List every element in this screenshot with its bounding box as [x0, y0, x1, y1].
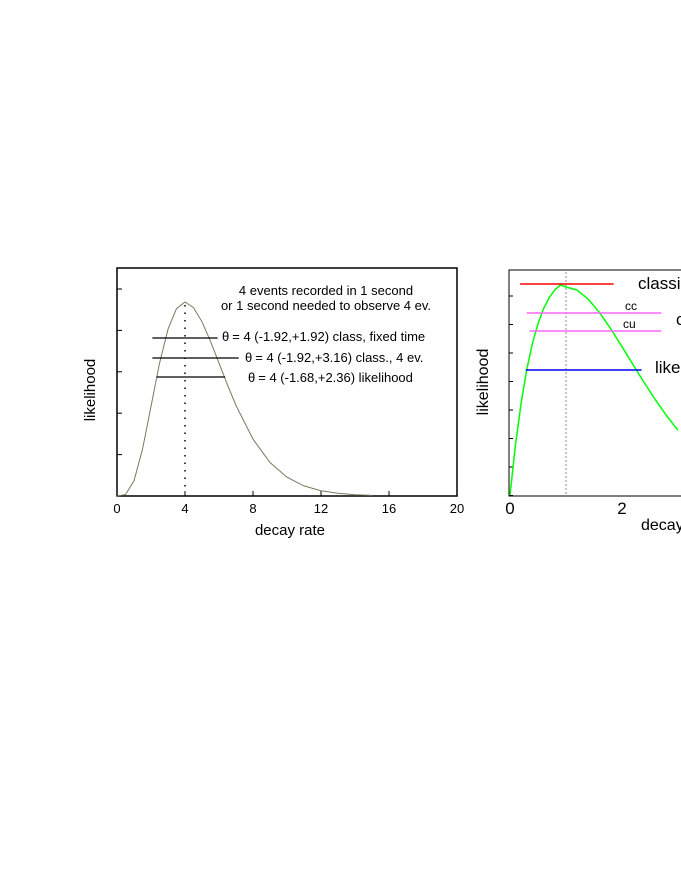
right-label-c: c	[676, 310, 681, 329]
left-x-tick-label: 0	[113, 501, 120, 516]
right-x-axis-label: decay	[641, 517, 681, 534]
right-label-like: like	[655, 358, 681, 377]
left-interval-label-2: θ = 4 (-1.92,+3.16) class., 4 ev.	[245, 350, 423, 365]
left-chart: 0 4 8 12 16 20 4 events recorded in 1 second …	[82, 267, 464, 539]
left-x-tick-labels: 0 4 8 12 16 20	[113, 491, 464, 516]
right-chart: classi cc cu c like 0 2 decay likelihood	[475, 269, 681, 534]
right-x-tick-2: 2	[617, 499, 626, 518]
left-x-tick-label: 20	[450, 501, 464, 516]
left-y-axis-label: likelihood	[82, 359, 99, 422]
left-annotation-1: 4 events recorded in 1 second	[239, 283, 413, 298]
left-y-ticks	[117, 288, 122, 456]
left-x-axis-label: decay rate	[255, 522, 325, 539]
right-label-cc: cc	[625, 299, 637, 313]
right-likelihood-curve	[509, 284, 679, 496]
right-x-tick-0: 0	[505, 499, 514, 518]
left-annotation-2: or 1 second needed to observe 4 ev.	[221, 298, 431, 313]
left-interval-label-1: θ = 4 (-1.92,+1.92) class, fixed time	[222, 329, 425, 344]
left-x-tick-label: 8	[249, 501, 256, 516]
right-label-classi: classi	[638, 274, 681, 293]
right-label-cu: cu	[623, 317, 636, 331]
left-x-tick-label: 4	[181, 501, 188, 516]
left-x-tick-label: 16	[382, 501, 396, 516]
left-likelihood-curve	[116, 301, 373, 497]
right-interval-bars	[520, 283, 662, 371]
right-y-axis-label: likelihood	[475, 349, 492, 416]
left-x-tick-label: 12	[314, 501, 328, 516]
right-y-ticks	[509, 295, 513, 496]
left-interval-bars	[152, 337, 239, 378]
left-plot-frame	[116, 267, 458, 497]
left-interval-label-3: θ = 4 (-1.68,+2.36) likelihood	[248, 370, 413, 385]
right-plot-frame	[508, 269, 681, 497]
